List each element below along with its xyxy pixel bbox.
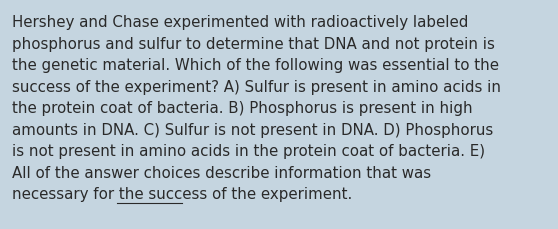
Text: necessary for the success of the experiment.: necessary for the success of the experim… [12,186,352,201]
Text: the genetic material. Which of the following was essential to the: the genetic material. Which of the follo… [12,58,499,73]
Text: for the: for the [12,186,62,201]
Text: phosphorus and sulfur to determine that DNA and not protein is: phosphorus and sulfur to determine that … [12,36,495,51]
Text: necessary: necessary [12,186,93,201]
Text: All of the answer choices describe information that was: All of the answer choices describe infor… [12,165,431,180]
Text: is not present in amino acids in the protein coat of bacteria. E): is not present in amino acids in the pro… [12,143,485,158]
Text: Hershey and Chase experimented with radioactively labeled: Hershey and Chase experimented with radi… [12,15,468,30]
Text: amounts in DNA. C) Sulfur is not present in DNA. D) Phosphorus: amounts in DNA. C) Sulfur is not present… [12,122,493,137]
Text: the protein coat of bacteria. B) Phosphorus is present in high: the protein coat of bacteria. B) Phospho… [12,101,473,115]
Text: success of the experiment? A) Sulfur is present in amino acids in: success of the experiment? A) Sulfur is … [12,79,501,94]
